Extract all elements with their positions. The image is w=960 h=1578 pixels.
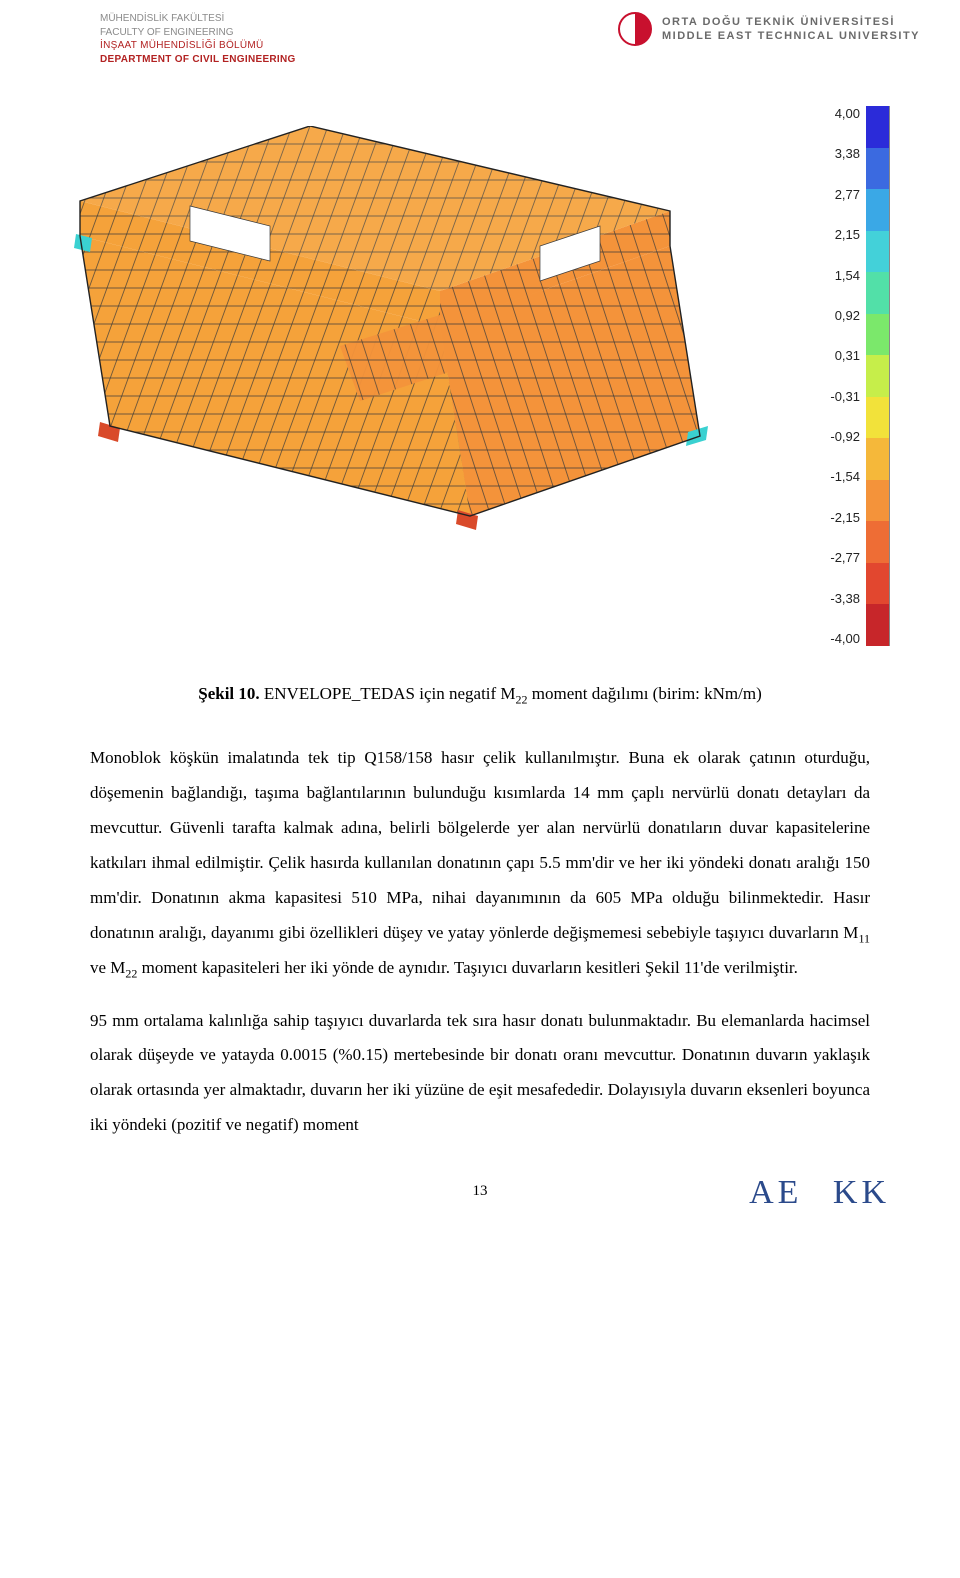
colorbar-seg bbox=[866, 438, 890, 480]
colorbar-seg bbox=[866, 106, 890, 148]
colorbar-label: -4,00 bbox=[820, 631, 860, 646]
header-left-block: MÜHENDİSLİK FAKÜLTESİ FACULTY OF ENGINEE… bbox=[100, 12, 296, 66]
p1-c: moment kapasiteleri her iki yönde de ayn… bbox=[137, 958, 797, 977]
initials: AE KK bbox=[749, 1174, 890, 1212]
colorbar-label: -1,54 bbox=[820, 469, 860, 484]
colorbar-label: -2,77 bbox=[820, 550, 860, 565]
paragraph-2: 95 mm ortalama kalınlığa sahip taşıyıcı … bbox=[90, 1004, 870, 1143]
header-dept-tr: İNŞAAT MÜHENDİSLİĞİ BÖLÜMÜ bbox=[100, 39, 296, 53]
colorbar-label: 2,15 bbox=[820, 227, 860, 242]
colorbar-seg bbox=[866, 604, 890, 646]
header-right-block: ORTA DOĞU TEKNİK ÜNİVERSİTESİ MIDDLE EAS… bbox=[618, 12, 920, 46]
header-faculty-tr: MÜHENDİSLİK FAKÜLTESİ bbox=[100, 12, 296, 26]
figure-caption: Şekil 10. ENVELOPE_TEDAS için negatif M2… bbox=[60, 684, 900, 707]
fea-contour-svg bbox=[40, 126, 760, 646]
colorbar-label: 0,31 bbox=[820, 348, 860, 363]
body-text: Monoblok köşkün imalatında tek tip Q158/… bbox=[90, 741, 870, 1143]
colorbar-seg bbox=[866, 189, 890, 231]
colorbar-seg bbox=[866, 480, 890, 522]
p1-b: ve M bbox=[90, 958, 125, 977]
colorbar-seg bbox=[866, 563, 890, 605]
caption-prefix: Şekil 10. bbox=[198, 684, 259, 703]
caption-suffix: moment dağılımı (birim: kNm/m) bbox=[528, 684, 762, 703]
colorbar-seg bbox=[866, 521, 890, 563]
metu-text: ORTA DOĞU TEKNİK ÜNİVERSİTESİ MIDDLE EAS… bbox=[662, 15, 920, 44]
colorbar-label: -0,92 bbox=[820, 429, 860, 444]
colorbar-seg bbox=[866, 355, 890, 397]
p1-sub2: 22 bbox=[125, 966, 137, 980]
page-header: MÜHENDİSLİK FAKÜLTESİ FACULTY OF ENGINEE… bbox=[0, 0, 960, 66]
colorbar-seg bbox=[866, 148, 890, 190]
metu-logo-icon bbox=[618, 12, 652, 46]
colorbar-label: 3,38 bbox=[820, 146, 860, 161]
colorbar-seg bbox=[866, 272, 890, 314]
colorbar-strip bbox=[866, 106, 890, 646]
header-faculty-en: FACULTY OF ENGINEERING bbox=[100, 26, 296, 40]
colorbar: 4,00 3,38 2,77 2,15 1,54 0,92 0,31 -0,31… bbox=[820, 106, 890, 646]
initial-a: AE bbox=[749, 1174, 802, 1211]
colorbar-seg bbox=[866, 397, 890, 439]
metu-name-en: MIDDLE EAST TECHNICAL UNIVERSITY bbox=[662, 29, 920, 43]
caption-sub: 22 bbox=[516, 692, 528, 706]
paragraph-1: Monoblok köşkün imalatında tek tip Q158/… bbox=[90, 741, 870, 985]
p1-a: Monoblok köşkün imalatında tek tip Q158/… bbox=[90, 748, 870, 941]
header-dept-en: DEPARTMENT OF CIVIL ENGINEERING bbox=[100, 53, 296, 67]
p1-sub1: 11 bbox=[858, 931, 870, 945]
colorbar-label: -0,31 bbox=[820, 389, 860, 404]
colorbar-label: 1,54 bbox=[820, 268, 860, 283]
metu-name-tr: ORTA DOĞU TEKNİK ÜNİVERSİTESİ bbox=[662, 15, 920, 29]
colorbar-seg bbox=[866, 314, 890, 356]
colorbar-labels: 4,00 3,38 2,77 2,15 1,54 0,92 0,31 -0,31… bbox=[820, 106, 866, 646]
colorbar-label: -3,38 bbox=[820, 591, 860, 606]
initial-b: KK bbox=[833, 1174, 890, 1211]
colorbar-seg bbox=[866, 231, 890, 273]
colorbar-label: 2,77 bbox=[820, 187, 860, 202]
colorbar-label: 0,92 bbox=[820, 308, 860, 323]
caption-text: ENVELOPE_TEDAS için negatif M bbox=[260, 684, 516, 703]
colorbar-label: -2,15 bbox=[820, 510, 860, 525]
colorbar-label: 4,00 bbox=[820, 106, 860, 121]
figure-area: 4,00 3,38 2,77 2,15 1,54 0,92 0,31 -0,31… bbox=[40, 106, 920, 666]
